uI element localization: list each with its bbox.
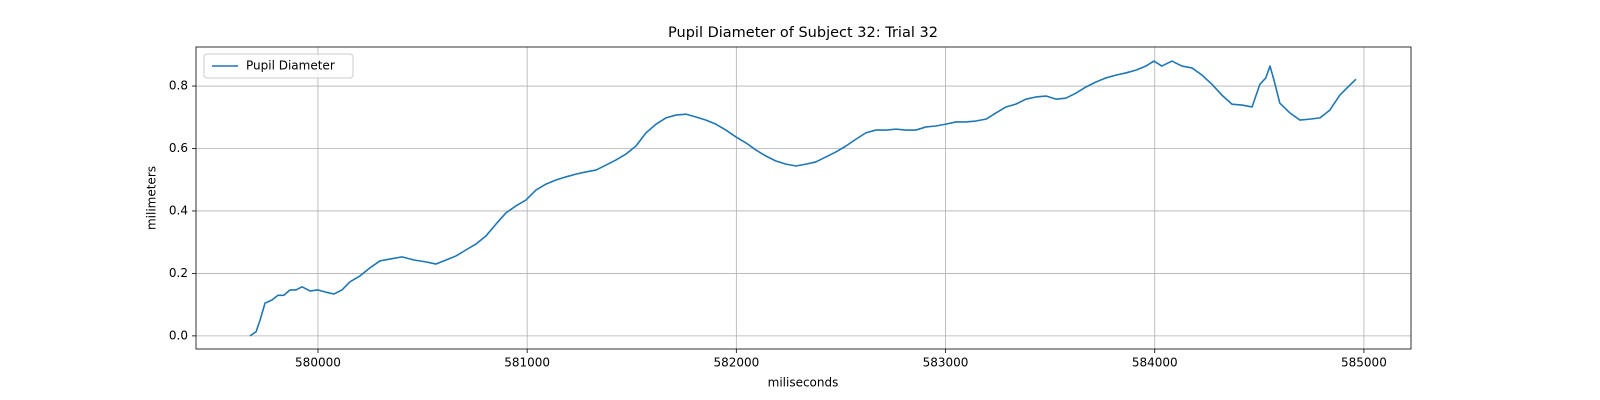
- legend-box: [203, 53, 354, 79]
- y-tick-label: 0.8: [169, 79, 188, 93]
- x-tick-label: 580000: [295, 356, 341, 370]
- y-tick-label: 0.0: [169, 328, 188, 342]
- x-tick-label: 582000: [713, 356, 759, 370]
- x-tick-label: 585000: [1341, 356, 1387, 370]
- x-axis-label: miliseconds: [768, 376, 839, 390]
- x-tick-label: 584000: [1132, 356, 1178, 370]
- chart-title: Pupil Diameter of Subject 32: Trial 32: [668, 25, 938, 41]
- y-axis-label: milimeters: [145, 166, 159, 230]
- y-tick-label: 0.2: [169, 266, 188, 280]
- x-tick-label: 581000: [504, 356, 550, 370]
- x-tick-label: 583000: [923, 356, 969, 370]
- plot-frame: [195, 46, 1412, 350]
- y-tick-label: 0.4: [169, 203, 188, 217]
- legend-label: Pupil Diameter: [246, 59, 335, 73]
- y-tick-label: 0.6: [169, 141, 188, 155]
- data-line: [249, 60, 1357, 337]
